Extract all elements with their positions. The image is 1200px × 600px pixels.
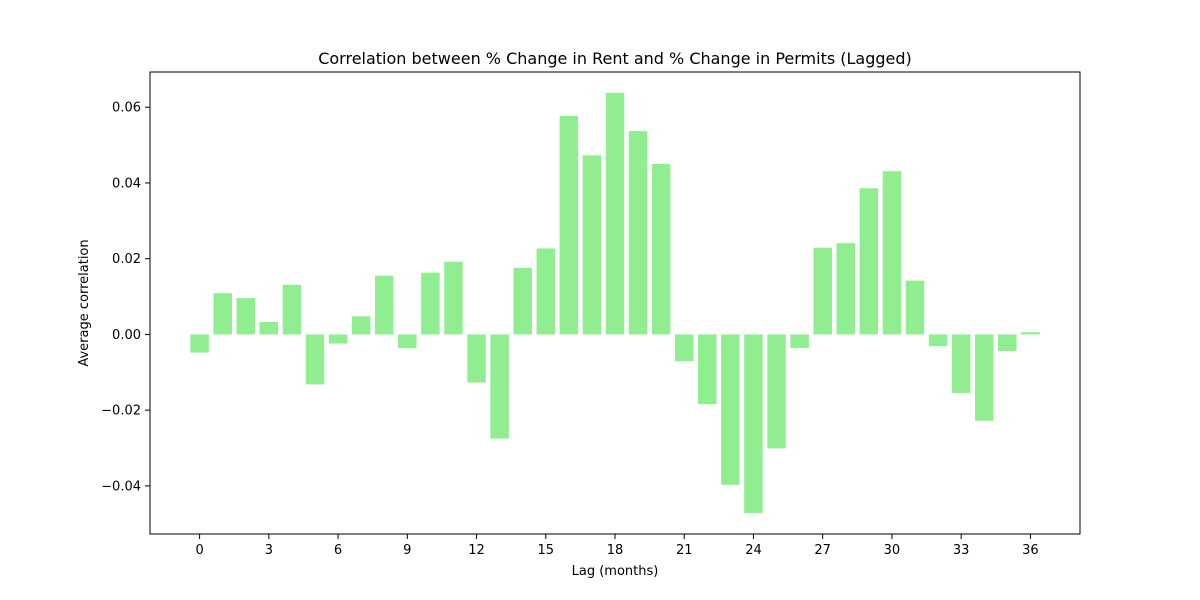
bar-lag-28 bbox=[836, 243, 855, 335]
bar-lag-35 bbox=[998, 334, 1017, 352]
bar-lag-17 bbox=[582, 155, 602, 335]
bar-lag-10 bbox=[421, 272, 440, 335]
bar-lag-1 bbox=[213, 293, 232, 335]
x-axis-label: Lag (months) bbox=[572, 564, 659, 579]
chart-title: Correlation between % Change in Rent and… bbox=[318, 49, 912, 68]
y-tick-label: 0.04 bbox=[112, 176, 141, 191]
bar-lag-8 bbox=[375, 275, 394, 335]
x-tick-label: 9 bbox=[403, 543, 411, 558]
bar-lag-24 bbox=[744, 334, 763, 514]
x-tick-label: 27 bbox=[814, 543, 831, 558]
bar-lag-30 bbox=[882, 171, 902, 335]
bar-lag-25 bbox=[767, 334, 786, 449]
bar-lag-31 bbox=[905, 280, 925, 335]
bar-lag-15 bbox=[536, 248, 555, 335]
bar-lag-26 bbox=[790, 334, 809, 349]
bar-lag-21 bbox=[675, 334, 694, 362]
bar-lag-7 bbox=[351, 316, 371, 335]
bar-lag-23 bbox=[721, 334, 740, 485]
x-tick-label: 3 bbox=[265, 543, 273, 558]
bar-lag-27 bbox=[813, 247, 832, 335]
y-axis-label: Average correlation bbox=[77, 239, 92, 366]
x-tick-label: 24 bbox=[745, 543, 762, 558]
bar-lag-11 bbox=[444, 261, 463, 335]
bar-lag-20 bbox=[651, 164, 671, 335]
bar-lag-12 bbox=[467, 334, 486, 383]
bar-lag-2 bbox=[236, 298, 255, 335]
x-tick-label: 12 bbox=[468, 543, 485, 558]
bar-lag-18 bbox=[605, 92, 625, 335]
bar-lag-9 bbox=[398, 334, 417, 349]
x-tick-label: 36 bbox=[1022, 543, 1039, 558]
x-tick-label: 0 bbox=[195, 543, 203, 558]
y-tick-label: 0.02 bbox=[112, 252, 141, 267]
x-tick-label: 18 bbox=[607, 543, 624, 558]
bar-lag-4 bbox=[282, 284, 302, 335]
y-axis-ticks: −0.04 −0.02 0.00 0.02 0.04 0.06 bbox=[101, 101, 150, 494]
bar-lag-14 bbox=[513, 267, 532, 335]
bar-lag-13 bbox=[490, 334, 509, 439]
bar-lag-29 bbox=[859, 188, 879, 335]
x-tick-label: 6 bbox=[334, 543, 342, 558]
bar-lag-36 bbox=[1021, 332, 1040, 335]
x-tick-label: 21 bbox=[676, 543, 693, 558]
y-tick-label: −0.04 bbox=[101, 479, 141, 494]
bar-lag-3 bbox=[259, 321, 279, 335]
y-tick-label: 0.00 bbox=[112, 328, 141, 343]
bar-lag-6 bbox=[328, 334, 348, 344]
x-tick-label: 15 bbox=[537, 543, 554, 558]
bar-lag-19 bbox=[628, 131, 648, 335]
bar-lag-22 bbox=[698, 334, 717, 405]
bar-lag-0 bbox=[190, 334, 209, 353]
x-axis-ticks: 0 3 6 9 12 15 18 21 24 27 30 33 36 bbox=[195, 534, 1039, 558]
bar-lag-34 bbox=[975, 334, 994, 421]
x-tick-label: 33 bbox=[953, 543, 970, 558]
y-tick-label: 0.06 bbox=[112, 101, 141, 116]
plot-frame bbox=[149, 71, 1081, 535]
bar-lag-33 bbox=[951, 334, 971, 394]
bar-lag-5 bbox=[305, 334, 325, 385]
bar-lag-16 bbox=[559, 115, 579, 335]
x-tick-label: 30 bbox=[884, 543, 901, 558]
y-tick-label: −0.02 bbox=[101, 404, 141, 419]
bars-group bbox=[190, 92, 1040, 514]
bar-lag-32 bbox=[928, 334, 948, 347]
